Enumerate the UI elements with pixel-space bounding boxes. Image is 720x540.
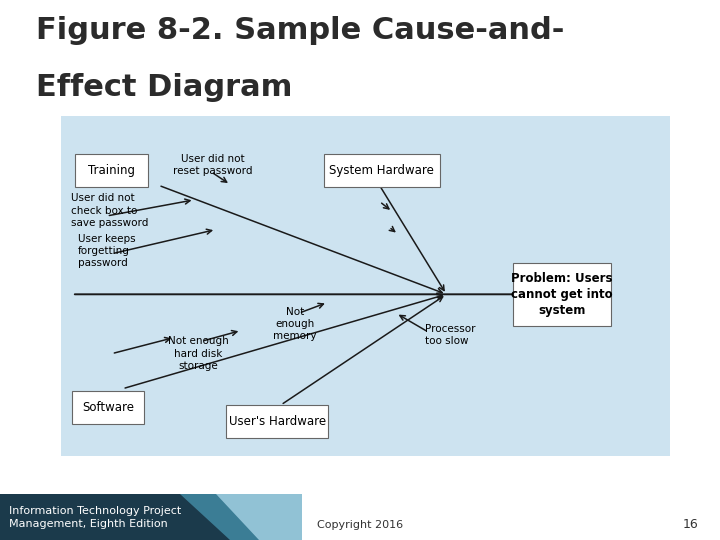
Text: Effect Diagram: Effect Diagram <box>36 73 292 102</box>
Text: Figure 8-2. Sample Cause-and-: Figure 8-2. Sample Cause-and- <box>36 16 564 45</box>
FancyBboxPatch shape <box>513 263 611 326</box>
Text: Not enough
hard disk
storage: Not enough hard disk storage <box>168 336 228 371</box>
Text: 16: 16 <box>683 518 698 531</box>
Polygon shape <box>216 494 302 540</box>
Text: Not
enough
memory: Not enough memory <box>274 307 317 341</box>
Text: System Hardware: System Hardware <box>329 164 434 177</box>
FancyBboxPatch shape <box>75 153 148 186</box>
Text: User did not
reset password: User did not reset password <box>173 153 252 176</box>
FancyBboxPatch shape <box>324 153 440 186</box>
Text: Problem: Users
cannot get into
system: Problem: Users cannot get into system <box>510 272 613 317</box>
Text: Software: Software <box>82 401 134 414</box>
Text: Processor
too slow: Processor too slow <box>425 323 475 346</box>
Bar <box>0 494 302 540</box>
FancyBboxPatch shape <box>61 116 670 456</box>
FancyBboxPatch shape <box>226 405 328 437</box>
Polygon shape <box>180 494 302 540</box>
Text: Training: Training <box>88 164 135 177</box>
Text: Copyright 2016: Copyright 2016 <box>317 520 403 530</box>
Text: User keeps
forgetting
password: User keeps forgetting password <box>78 234 135 268</box>
Text: Information Technology Project
Management, Eighth Edition: Information Technology Project Managemen… <box>9 506 181 529</box>
Text: User did not
check box to
save password: User did not check box to save password <box>71 193 148 228</box>
FancyBboxPatch shape <box>72 391 145 424</box>
Text: User's Hardware: User's Hardware <box>229 415 325 428</box>
